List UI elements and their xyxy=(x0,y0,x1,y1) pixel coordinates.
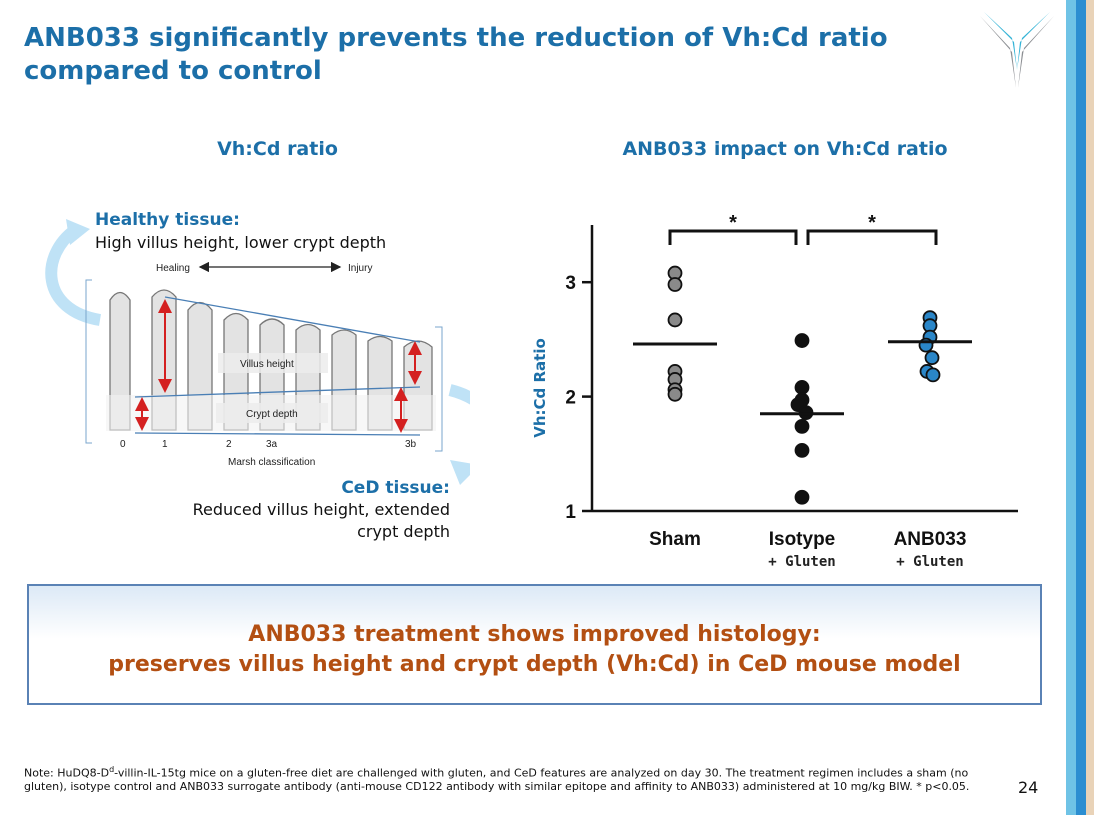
marsh-classification-diagram: Healing Injury Villus height Crypt depth… xyxy=(45,219,470,485)
right-panel-heading: ANB033 impact on Vh:Cd ratio xyxy=(622,138,948,160)
x-category-label: Sham xyxy=(649,529,701,550)
healing-cycle-arrow-icon xyxy=(45,225,102,326)
footnote-text: -villin-IL-15tg mice on a gluten-free di… xyxy=(24,766,970,794)
ced-description-line1: Reduced villus height, extended xyxy=(192,500,450,519)
data-point-sham xyxy=(667,312,683,328)
crypt-depth-label: Crypt depth xyxy=(246,409,298,420)
ced-description-line2: crypt depth xyxy=(357,522,450,541)
marsh-tick: 3a xyxy=(266,439,278,450)
footnote: Note: HuDQ8-Dd-villin-IL-15tg mice on a … xyxy=(24,763,984,794)
decorative-stripe-tan xyxy=(1086,0,1094,815)
company-logo-icon xyxy=(980,12,1054,88)
significance-bracket xyxy=(668,229,798,245)
injury-cycle-arrow-icon xyxy=(448,384,470,475)
marsh-tick: 2 xyxy=(226,439,232,450)
healthy-tissue-description: High villus height, lower crypt depth xyxy=(95,233,387,252)
marsh-axis-title: Marsh classification xyxy=(228,457,315,468)
footnote-prefix: Note: HuDQ8-D xyxy=(24,766,110,780)
significance-label: * xyxy=(868,212,876,234)
data-point-sham xyxy=(667,386,683,402)
y-tick-label: 2 xyxy=(565,388,576,409)
summary-line-2: preserves villus height and crypt depth … xyxy=(108,652,961,677)
data-point-anb033 xyxy=(925,367,941,383)
slide-title: ANB033 significantly prevents the reduct… xyxy=(24,23,888,86)
data-point-anb033 xyxy=(924,350,940,366)
footnote-superscript: d xyxy=(109,765,115,774)
ced-tissue-title: CeD tissue: xyxy=(341,478,450,498)
x-category-sublabel: + Gluten xyxy=(768,554,835,570)
page-number: 24 xyxy=(1018,778,1039,797)
y-axis-label: Vh:Cd Ratio xyxy=(531,338,549,438)
data-point-isotype xyxy=(794,489,810,505)
data-point-isotype xyxy=(794,442,810,458)
significance-label: * xyxy=(729,212,737,234)
left-panel-heading: Vh:Cd ratio xyxy=(217,138,338,160)
marsh-tick: 0 xyxy=(120,439,126,450)
y-tick-label: 3 xyxy=(565,273,576,294)
summary-box: ANB033 treatment shows improved histolog… xyxy=(27,584,1042,705)
y-tick-label: 1 xyxy=(565,502,576,523)
villus-height-label: Villus height xyxy=(240,359,294,370)
healthy-tissue-title: Healthy tissue: xyxy=(95,210,240,230)
decorative-stripe-light xyxy=(1066,0,1076,815)
significance-bracket xyxy=(806,229,938,245)
data-point-isotype xyxy=(794,333,810,348)
data-point-isotype xyxy=(794,418,810,434)
data-point-sham xyxy=(667,277,683,292)
x-category-sublabel: + Gluten xyxy=(896,554,963,570)
ced-tissue-description: Reduced villus height, extended crypt de… xyxy=(150,499,450,543)
marsh-tick: 3b xyxy=(405,439,417,450)
x-category-label: Isotype xyxy=(769,529,836,550)
vhcd-ratio-chart: 1 2 3 Vh:Cd Ratio Sham Isotype + Gluten ANB033 +… xyxy=(531,212,1018,570)
summary-line-1: ANB033 treatment shows improved histolog… xyxy=(248,622,821,647)
marsh-tick: 1 xyxy=(162,439,168,450)
data-point-isotype xyxy=(794,380,810,395)
healing-label: Healing xyxy=(156,263,190,274)
injury-label: Injury xyxy=(348,263,372,274)
x-category-label: ANB033 xyxy=(894,529,967,550)
decorative-stripe-dark xyxy=(1076,0,1086,815)
